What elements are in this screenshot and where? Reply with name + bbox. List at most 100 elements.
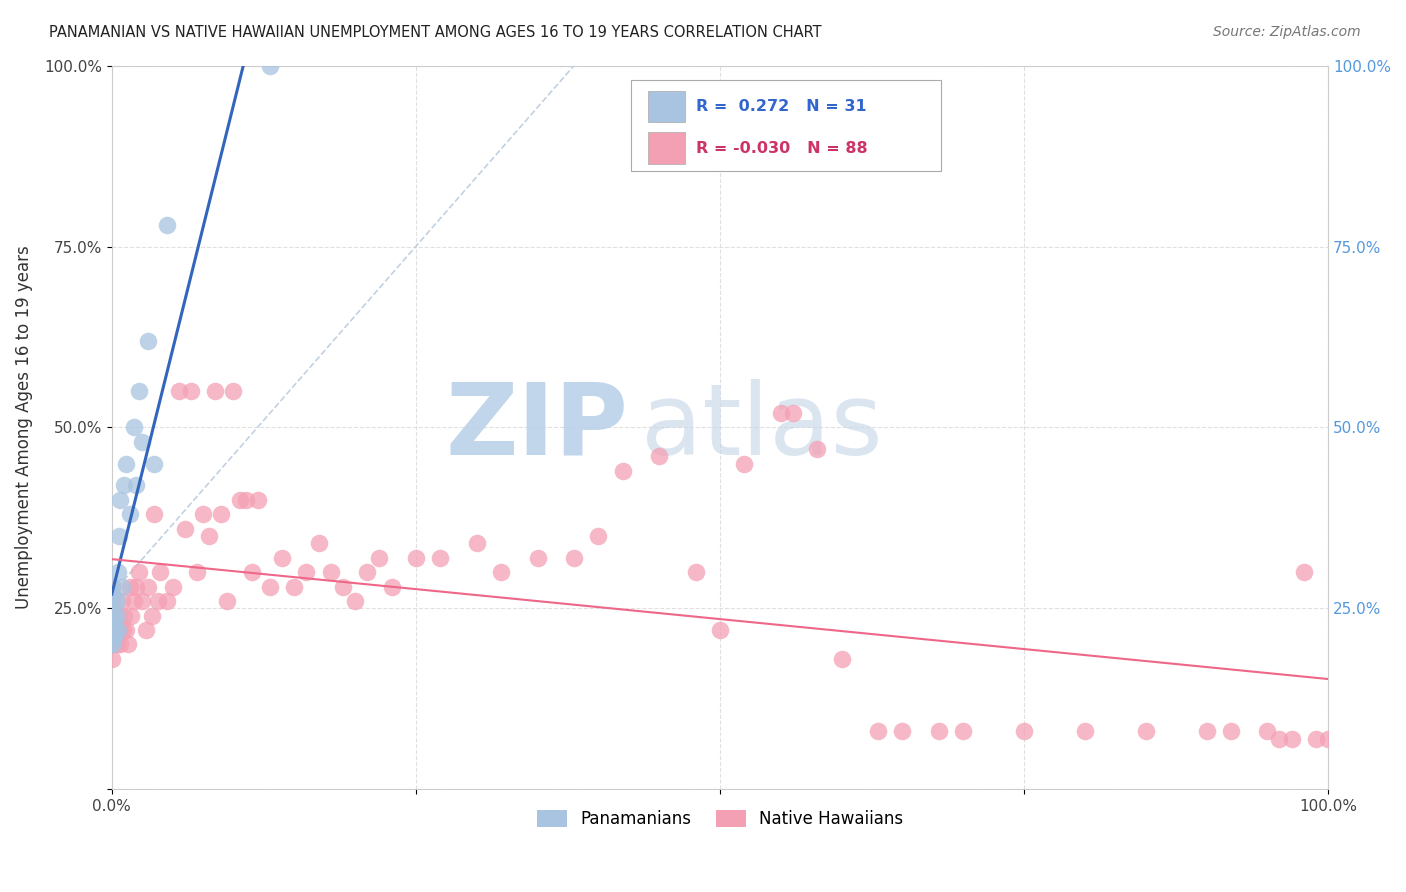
- Point: [120, 580, 142, 594]
- Point: [271, 550, 294, 565]
- Point: [101, 580, 124, 594]
- Text: R =  0.272   N = 31: R = 0.272 N = 31: [696, 99, 866, 114]
- Point: [259, 59, 281, 73]
- Point: [112, 608, 135, 623]
- Point: [110, 492, 132, 507]
- Point: [319, 565, 342, 579]
- Point: [111, 623, 134, 637]
- Point: [769, 406, 792, 420]
- Point: [356, 565, 378, 579]
- Point: [101, 594, 124, 608]
- Point: [122, 594, 145, 608]
- Point: [136, 580, 159, 594]
- Text: Source: ZipAtlas.com: Source: ZipAtlas.com: [1213, 25, 1361, 39]
- Point: [101, 638, 124, 652]
- Point: [283, 580, 305, 594]
- Point: [782, 406, 804, 420]
- Point: [405, 550, 427, 565]
- Point: [381, 580, 404, 594]
- Point: [612, 464, 634, 478]
- Point: [105, 608, 128, 623]
- Point: [115, 623, 138, 637]
- Point: [155, 218, 177, 232]
- Point: [1135, 724, 1157, 739]
- Point: [952, 724, 974, 739]
- Point: [709, 623, 731, 637]
- Point: [173, 522, 195, 536]
- Point: [110, 594, 132, 608]
- Point: [235, 492, 257, 507]
- Point: [112, 478, 135, 492]
- Point: [648, 450, 671, 464]
- Point: [1292, 565, 1315, 579]
- Point: [191, 508, 214, 522]
- Text: R = -0.030   N = 88: R = -0.030 N = 88: [696, 141, 868, 156]
- Point: [101, 587, 124, 601]
- Point: [101, 652, 124, 666]
- Point: [101, 594, 124, 608]
- Point: [101, 587, 124, 601]
- Point: [1256, 724, 1278, 739]
- Y-axis label: Unemployment Among Ages 16 to 19 years: Unemployment Among Ages 16 to 19 years: [15, 245, 32, 609]
- Point: [149, 565, 172, 579]
- Point: [868, 724, 890, 739]
- Point: [101, 601, 124, 615]
- Point: [103, 630, 125, 644]
- Point: [143, 508, 166, 522]
- Point: [101, 615, 124, 630]
- Point: [733, 457, 755, 471]
- Point: [186, 565, 208, 579]
- Point: [1195, 724, 1218, 739]
- FancyBboxPatch shape: [648, 132, 685, 164]
- Point: [831, 652, 853, 666]
- Point: [295, 565, 318, 579]
- Point: [146, 594, 169, 608]
- Point: [128, 384, 150, 399]
- Point: [120, 508, 142, 522]
- Point: [101, 623, 124, 637]
- Point: [110, 580, 132, 594]
- Point: [115, 457, 138, 471]
- Point: [228, 492, 250, 507]
- Point: [104, 623, 127, 637]
- Point: [588, 529, 610, 543]
- Point: [122, 420, 145, 434]
- Point: [1012, 724, 1035, 739]
- Point: [1281, 731, 1303, 746]
- Point: [104, 623, 127, 637]
- Point: [125, 478, 148, 492]
- Point: [180, 384, 202, 399]
- Point: [806, 442, 828, 456]
- Point: [107, 565, 129, 579]
- Point: [332, 580, 354, 594]
- Point: [101, 638, 124, 652]
- Text: atlas: atlas: [641, 379, 883, 476]
- Point: [108, 623, 131, 637]
- Point: [489, 565, 512, 579]
- Point: [1219, 724, 1241, 739]
- Point: [105, 594, 128, 608]
- Point: [107, 608, 129, 623]
- Point: [891, 724, 914, 739]
- Point: [131, 594, 153, 608]
- Point: [101, 630, 124, 644]
- Point: [259, 580, 281, 594]
- Point: [155, 594, 177, 608]
- Point: [204, 384, 226, 399]
- Point: [101, 608, 124, 623]
- Point: [368, 550, 391, 565]
- Point: [105, 638, 128, 652]
- Point: [167, 384, 190, 399]
- Text: ZIP: ZIP: [446, 379, 628, 476]
- Point: [135, 623, 157, 637]
- Point: [101, 638, 124, 652]
- Point: [344, 594, 367, 608]
- Point: [240, 565, 263, 579]
- Point: [101, 580, 124, 594]
- Point: [308, 536, 330, 550]
- Point: [685, 565, 707, 579]
- Point: [198, 529, 221, 543]
- Point: [928, 724, 950, 739]
- Legend: Panamanians, Native Hawaiians: Panamanians, Native Hawaiians: [530, 804, 910, 835]
- Point: [526, 550, 548, 565]
